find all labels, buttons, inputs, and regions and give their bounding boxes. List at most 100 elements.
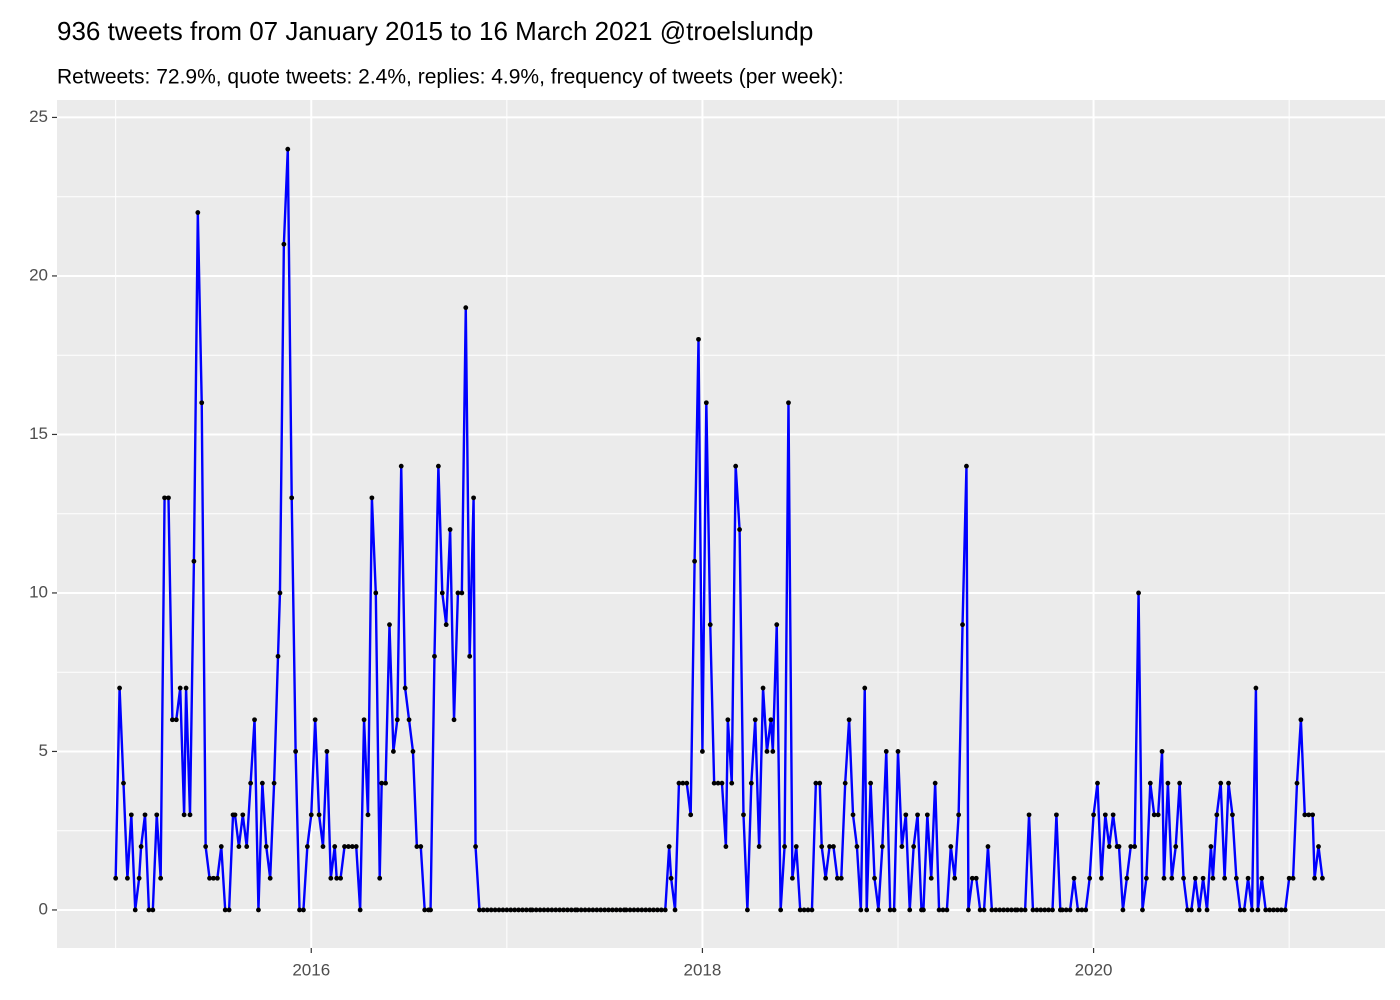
- data-point: [1286, 875, 1292, 881]
- data-point: [410, 749, 416, 754]
- data-point: [166, 495, 171, 501]
- data-point: [398, 463, 404, 469]
- data-point: [672, 907, 678, 913]
- data-point: [1095, 780, 1100, 786]
- data-point: [128, 812, 134, 818]
- data-point: [707, 622, 713, 628]
- data-point: [252, 717, 257, 723]
- data-point: [981, 907, 987, 913]
- data-point: [138, 844, 144, 849]
- data-point: [805, 907, 811, 913]
- data-point: [1241, 907, 1247, 913]
- data-point: [1210, 875, 1216, 881]
- data-point: [696, 336, 701, 342]
- y-tick-label: 25: [29, 107, 48, 126]
- data-point: [993, 907, 999, 913]
- data-point: [451, 717, 457, 723]
- data-point: [872, 875, 877, 881]
- data-point: [1173, 844, 1179, 849]
- data-point: [868, 780, 874, 786]
- data-point: [895, 749, 901, 754]
- data-point: [907, 907, 913, 913]
- data-point: [297, 907, 302, 913]
- data-point: [496, 907, 502, 913]
- chart-subtitle: Retweets: 72.9%, quote tweets: 2.4%, rep…: [57, 66, 844, 89]
- data-point: [834, 875, 840, 881]
- data-point: [827, 844, 832, 849]
- data-point: [598, 907, 604, 913]
- data-point: [635, 907, 641, 913]
- data-point: [606, 907, 611, 913]
- data-point: [222, 907, 228, 913]
- data-point: [1294, 780, 1300, 786]
- data-point: [244, 844, 250, 849]
- data-point: [473, 844, 478, 849]
- data-point: [383, 780, 388, 786]
- data-point: [500, 907, 506, 913]
- data-point: [745, 907, 750, 913]
- data-point: [819, 844, 825, 849]
- data-point: [1005, 907, 1010, 913]
- data-point: [1275, 907, 1280, 913]
- data-point: [349, 844, 355, 849]
- data-point: [480, 907, 486, 913]
- data-point: [756, 844, 762, 849]
- data-point: [741, 812, 746, 818]
- data-point: [308, 812, 314, 818]
- data-point: [162, 495, 167, 501]
- data-point: [1106, 844, 1112, 849]
- data-point: [729, 780, 735, 786]
- data-point: [1136, 590, 1141, 596]
- data-point: [1155, 812, 1161, 818]
- data-point: [1116, 844, 1122, 849]
- data-point: [214, 875, 220, 881]
- data-point: [553, 907, 559, 913]
- data-point: [1110, 812, 1116, 818]
- data-point: [121, 780, 126, 786]
- data-point: [195, 210, 201, 215]
- data-point: [150, 907, 156, 913]
- data-point: [594, 907, 600, 913]
- data-point: [1083, 907, 1089, 913]
- data-point: [1298, 717, 1304, 723]
- data-point: [169, 717, 175, 723]
- data-point: [523, 907, 529, 913]
- data-point: [899, 844, 905, 849]
- data-point: [1310, 812, 1316, 818]
- data-point: [267, 875, 273, 881]
- data-point: [887, 907, 893, 913]
- x-tick-label: 2018: [684, 960, 722, 979]
- data-point: [432, 653, 437, 659]
- data-point: [809, 907, 815, 913]
- data-point: [1079, 907, 1085, 913]
- data-point: [617, 907, 623, 913]
- data-point: [113, 875, 119, 881]
- data-point: [471, 495, 476, 501]
- data-point: [1230, 812, 1235, 818]
- data-point: [537, 907, 543, 913]
- data-point: [876, 907, 881, 913]
- data-point: [891, 907, 897, 913]
- data-point: [703, 400, 709, 406]
- data-point: [271, 780, 277, 786]
- data-point: [850, 812, 856, 818]
- data-point: [684, 780, 690, 786]
- data-point: [879, 844, 885, 849]
- data-point: [921, 907, 926, 913]
- data-point: [1177, 780, 1183, 786]
- data-point: [545, 907, 551, 913]
- data-point: [1067, 907, 1073, 913]
- data-point: [985, 844, 991, 849]
- data-point: [658, 907, 664, 913]
- data-point: [332, 844, 338, 849]
- data-point: [1026, 812, 1032, 818]
- data-point: [463, 305, 469, 311]
- data-point: [932, 780, 938, 786]
- data-point: [320, 844, 326, 849]
- data-point: [240, 812, 246, 818]
- data-point: [838, 875, 844, 881]
- data-point: [1169, 875, 1175, 881]
- data-point: [1204, 907, 1210, 913]
- data-point: [1143, 875, 1149, 881]
- data-point: [207, 875, 212, 881]
